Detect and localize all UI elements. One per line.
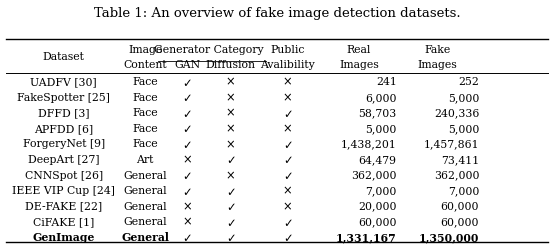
Text: $\checkmark$: $\checkmark$ [182, 231, 192, 244]
Text: $\checkmark$: $\checkmark$ [225, 231, 235, 244]
Text: $\checkmark$: $\checkmark$ [182, 107, 192, 120]
Text: $\checkmark$: $\checkmark$ [225, 185, 235, 198]
Text: 5,000: 5,000 [448, 124, 479, 134]
Text: IEEE VIP Cup [24]: IEEE VIP Cup [24] [12, 186, 115, 196]
Text: 6,000: 6,000 [365, 93, 397, 103]
Text: GenImage: GenImage [33, 232, 95, 243]
Text: 73,411: 73,411 [441, 155, 479, 165]
Text: CNNSpot [26]: CNNSpot [26] [24, 171, 103, 181]
Text: $\times$: $\times$ [283, 76, 293, 89]
Text: $\checkmark$: $\checkmark$ [283, 231, 293, 244]
Text: 20,000: 20,000 [358, 202, 397, 212]
Text: APFDD [6]: APFDD [6] [34, 124, 93, 134]
Text: $\checkmark$: $\checkmark$ [182, 91, 192, 104]
Text: 60,000: 60,000 [441, 202, 479, 212]
Text: General: General [121, 232, 169, 243]
Text: General: General [124, 202, 167, 212]
Text: $\checkmark$: $\checkmark$ [182, 122, 192, 135]
Text: $\times$: $\times$ [283, 91, 293, 104]
Text: Table 1: An overview of fake image detection datasets.: Table 1: An overview of fake image detec… [94, 7, 460, 20]
Text: 252: 252 [458, 77, 479, 87]
Text: $\checkmark$: $\checkmark$ [182, 138, 192, 151]
Text: CiFAKE [1]: CiFAKE [1] [33, 217, 94, 227]
Text: GAN: GAN [174, 60, 201, 70]
Text: ForgeryNet [9]: ForgeryNet [9] [23, 139, 105, 149]
Text: Fake: Fake [424, 45, 451, 55]
Text: 7,000: 7,000 [448, 186, 479, 196]
Text: Avalibility: Avalibility [260, 60, 315, 70]
Text: Dataset: Dataset [43, 52, 85, 62]
Text: $\times$: $\times$ [283, 122, 293, 135]
Text: $\times$: $\times$ [283, 185, 293, 198]
Text: $\times$: $\times$ [182, 153, 192, 167]
Text: Image: Image [128, 45, 162, 55]
Text: $\times$: $\times$ [225, 91, 235, 104]
Text: $\times$: $\times$ [225, 169, 235, 182]
Text: $\checkmark$: $\checkmark$ [283, 216, 293, 229]
Text: 58,703: 58,703 [358, 108, 397, 118]
Text: Face: Face [132, 93, 158, 103]
Text: Public: Public [270, 45, 305, 55]
Text: DE-FAKE [22]: DE-FAKE [22] [25, 202, 102, 212]
Text: General: General [124, 171, 167, 181]
Text: $\times$: $\times$ [283, 200, 293, 213]
Text: Images: Images [418, 60, 458, 70]
Text: 241: 241 [376, 77, 397, 87]
Text: 362,000: 362,000 [434, 171, 479, 181]
Text: Art: Art [136, 155, 154, 165]
Text: $\times$: $\times$ [225, 122, 235, 135]
Text: $\checkmark$: $\checkmark$ [225, 216, 235, 229]
Text: 1,331,167: 1,331,167 [336, 232, 397, 243]
Text: $\checkmark$: $\checkmark$ [182, 185, 192, 198]
Text: $\checkmark$: $\checkmark$ [182, 169, 192, 182]
Text: $\checkmark$: $\checkmark$ [283, 107, 293, 120]
Text: DeepArt [27]: DeepArt [27] [28, 155, 100, 165]
Text: $\checkmark$: $\checkmark$ [182, 76, 192, 89]
Text: 7,000: 7,000 [365, 186, 397, 196]
Text: 1,350,000: 1,350,000 [419, 232, 479, 243]
Text: 1,438,201: 1,438,201 [341, 139, 397, 149]
Text: Face: Face [132, 124, 158, 134]
Text: Face: Face [132, 108, 158, 118]
Text: Images: Images [339, 60, 379, 70]
Text: $\times$: $\times$ [225, 138, 235, 151]
Text: General: General [124, 217, 167, 227]
Text: 64,479: 64,479 [358, 155, 397, 165]
Text: Face: Face [132, 139, 158, 149]
Text: Generator Category: Generator Category [154, 45, 264, 55]
Text: Content: Content [124, 60, 167, 70]
Text: $\times$: $\times$ [182, 216, 192, 229]
Text: Diffusion: Diffusion [206, 60, 255, 70]
Text: $\checkmark$: $\checkmark$ [225, 153, 235, 167]
Text: $\checkmark$: $\checkmark$ [283, 138, 293, 151]
Text: 5,000: 5,000 [365, 124, 397, 134]
Text: $\checkmark$: $\checkmark$ [283, 169, 293, 182]
Text: UADFV [30]: UADFV [30] [30, 77, 97, 87]
Text: 240,336: 240,336 [434, 108, 479, 118]
Text: FakeSpotter [25]: FakeSpotter [25] [17, 93, 110, 103]
Text: 1,457,861: 1,457,861 [424, 139, 479, 149]
Text: $\checkmark$: $\checkmark$ [225, 200, 235, 213]
Text: $\times$: $\times$ [225, 76, 235, 89]
Text: DFFD [3]: DFFD [3] [38, 108, 89, 118]
Text: General: General [124, 186, 167, 196]
Text: 60,000: 60,000 [358, 217, 397, 227]
Text: 5,000: 5,000 [448, 93, 479, 103]
Text: $\times$: $\times$ [225, 107, 235, 120]
Text: 60,000: 60,000 [441, 217, 479, 227]
Text: Real: Real [347, 45, 371, 55]
Text: $\checkmark$: $\checkmark$ [283, 153, 293, 167]
Text: Face: Face [132, 77, 158, 87]
Text: $\times$: $\times$ [182, 200, 192, 213]
Text: 362,000: 362,000 [351, 171, 397, 181]
